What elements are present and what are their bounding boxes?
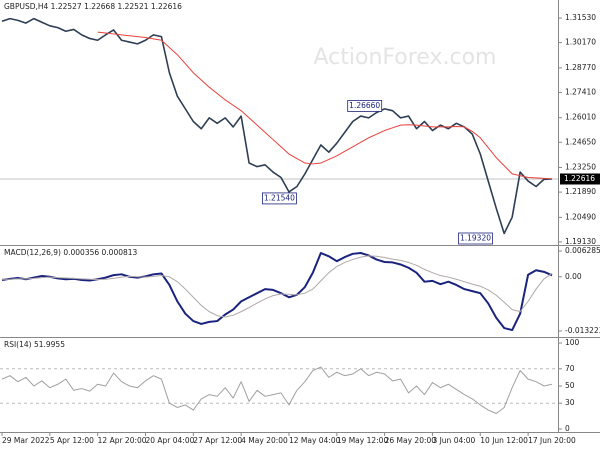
y-tick-label: 1.31530 [565,13,596,22]
annotation-label: 1.26660 [349,101,380,110]
panel-title: RSI(14) 51.9955 [4,340,65,349]
y-tick-label: 1.23250 [565,163,596,172]
x-tick-label: 27 Apr 12:00 [193,436,242,445]
y-tick-label: 1.30170 [565,38,596,47]
y-tick-label: 100 [565,338,580,347]
panel-title: GBPUSD,H4 1.22527 1.22668 1.22521 1.2261… [4,2,182,11]
y-tick-label: 1.20490 [565,212,596,221]
y-tick-label: -0.013223 [565,326,600,335]
x-tick-label: 26 May 20:00 [385,436,437,445]
series-line [1,255,553,318]
x-tick-label: 20 Apr 04:00 [145,436,194,445]
current-price-box [560,173,600,185]
panel-title: MACD(12,26,9) 0.000356 0.000813 [4,248,138,257]
y-tick-label: 1.19130 [565,237,596,246]
watermark: ActionForex.com [314,45,497,70]
y-tick-label: 1.24650 [565,137,596,146]
y-tick-label: 1.26010 [565,113,596,122]
x-tick-label: 29 Mar 2022 [2,436,50,445]
y-tick-label: 0.00 [565,272,582,281]
y-tick-label: 1.21890 [565,187,596,196]
annotation-box [458,232,493,245]
x-tick-label: 12 May 04:00 [289,436,341,445]
y-tick-label: 1.28770 [565,63,596,72]
y-tick-label: 0.006285 [565,246,600,255]
y-tick-label: 30 [565,398,575,407]
annotation-box [261,192,297,205]
y-tick-label: 70 [565,364,575,373]
x-tick-label: 5 Apr 12:00 [50,436,94,445]
annotation-box [347,100,383,112]
annotation-label: 1.19320 [460,234,491,243]
x-tick-label: 3 Jun 04:00 [432,436,475,445]
series-line [1,366,553,415]
annotation-label: 1.21540 [264,193,295,202]
y-tick-label: 0 [565,424,570,433]
x-tick-label: 4 May 20:00 [241,436,288,445]
x-tick-label: 19 May 12:00 [337,436,389,445]
x-tick-label: 12 Apr 20:00 [98,436,147,445]
x-tick-label: 17 Jun 20:00 [528,436,576,445]
y-tick-label: 1.27410 [565,87,596,96]
current-price-label: 1.22616 [564,174,595,183]
series-line [1,17,553,235]
series-line [97,31,553,180]
x-tick-label: 10 Jun 12:00 [480,436,528,445]
y-tick-label: 50 [565,381,575,390]
